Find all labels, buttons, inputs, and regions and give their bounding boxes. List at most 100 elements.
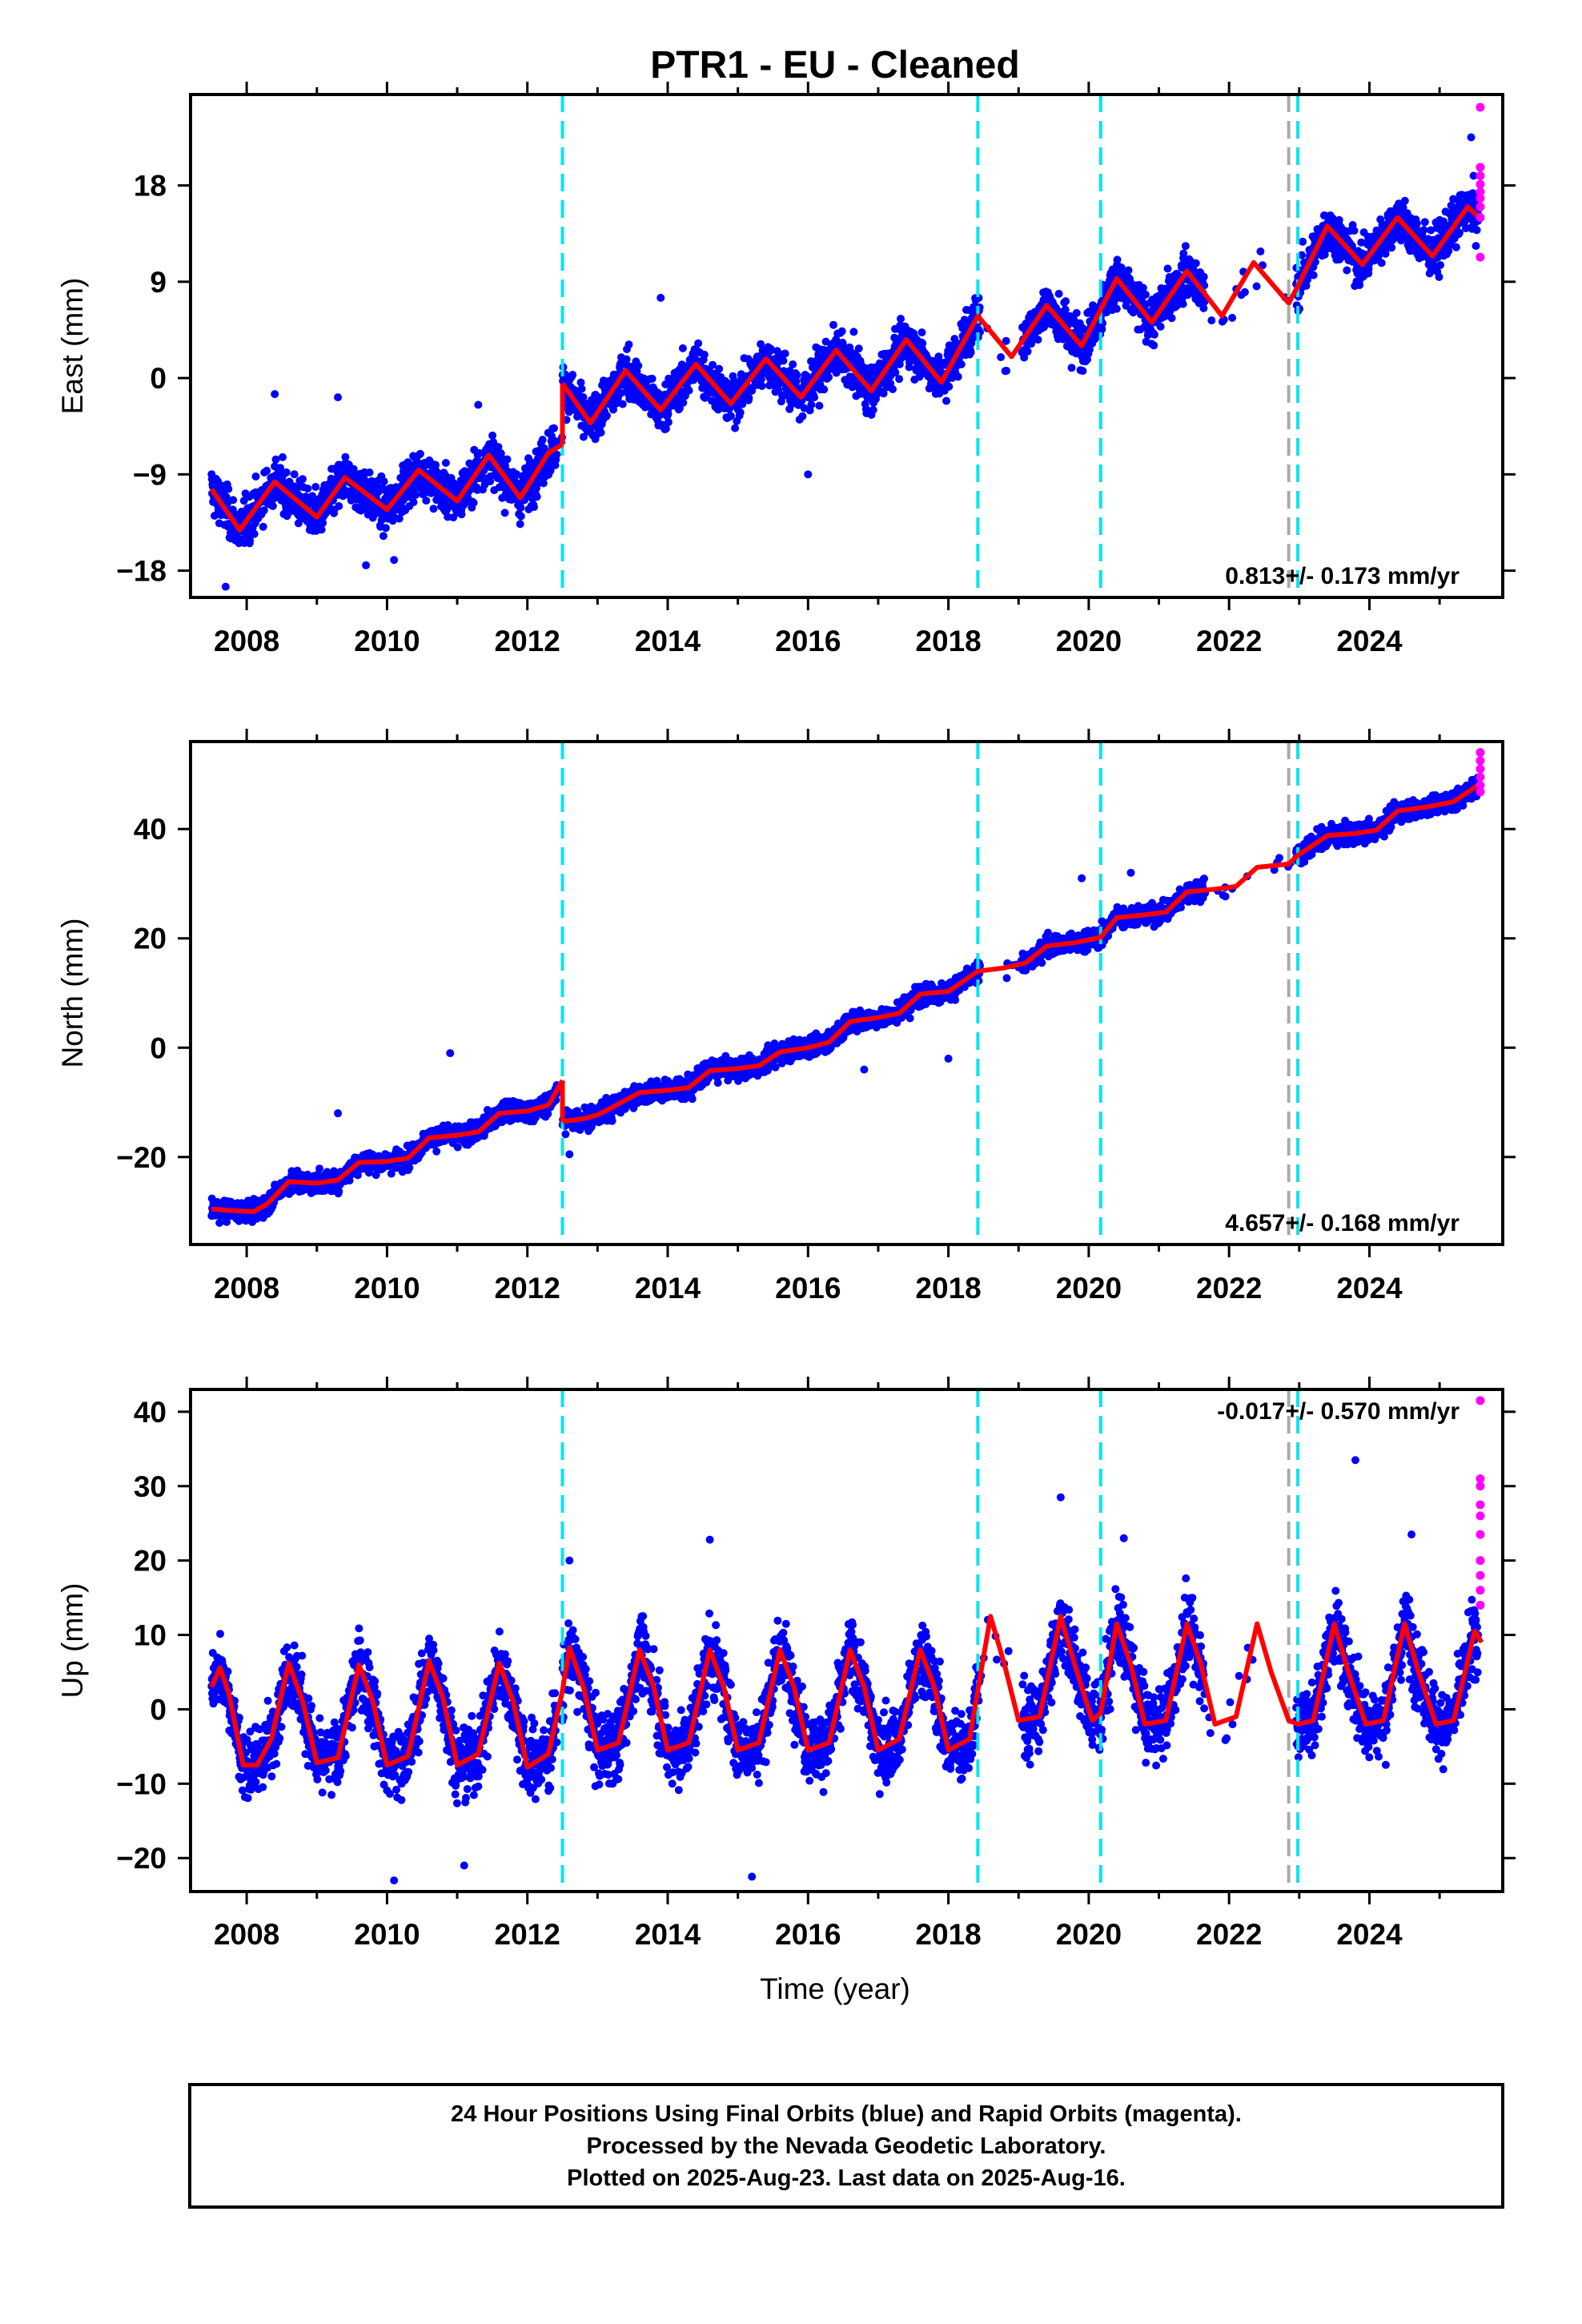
final-orbit-point [530, 503, 538, 512]
final-orbit-point [793, 371, 801, 380]
final-orbit-point [825, 373, 833, 381]
final-orbit-point [1112, 304, 1121, 313]
final-orbit-point [661, 424, 670, 433]
final-orbit-point [1023, 347, 1032, 356]
final-orbit-point [766, 344, 775, 353]
final-orbit-point [942, 396, 950, 405]
east-panel: 2008 2010 2012 2014 2016 2018 2020 2022 2024−18−… [56, 82, 1516, 657]
final-orbit-point [837, 327, 846, 336]
final-orbit-point [664, 410, 673, 418]
final-orbit-point [271, 455, 280, 464]
rapid-orbit-point [1476, 187, 1485, 197]
final-orbit-point [1412, 219, 1421, 228]
final-orbit-point [1240, 287, 1249, 296]
final-orbit-point [648, 374, 656, 383]
rapid-orbit-point [1476, 252, 1485, 262]
final-orbit-point [1002, 336, 1010, 345]
final-orbit-point [335, 502, 343, 510]
final-orbit-point [516, 503, 525, 512]
final-orbit-point [1256, 247, 1265, 255]
x-tick-label: 2022 [1196, 625, 1262, 657]
final-orbit-point [1199, 272, 1208, 281]
final-orbit-point [577, 384, 586, 393]
final-orbit-point [579, 393, 588, 401]
y-tick-label: −9 [133, 458, 167, 491]
rapid-orbit-point [1476, 213, 1485, 223]
y-tick-label: 0 [150, 362, 167, 395]
outlier-point [390, 556, 399, 565]
final-orbit-point [546, 466, 555, 475]
final-orbit-point [294, 519, 303, 528]
rapid-orbit-point [1476, 103, 1485, 112]
final-orbit-point [290, 470, 299, 479]
y-tick-label: −18 [116, 555, 167, 588]
final-orbit-point [1469, 171, 1478, 180]
final-orbit-point [387, 1169, 396, 1178]
final-orbit-point [251, 472, 260, 480]
final-orbit-point [869, 405, 877, 414]
final-orbit-point [317, 525, 326, 534]
final-orbit-point [1436, 261, 1444, 269]
model-fit-line [209, 442, 564, 533]
velocity-rate-label: 0.813+/- 0.173 mm/yr [1225, 563, 1460, 589]
final-orbit-point [618, 400, 627, 408]
final-orbit-point [1098, 325, 1106, 334]
final-orbit-point [441, 459, 450, 467]
north-panel: 2008 2010 2012 2014 2016 2018 2020 2022 2024−200… [56, 729, 1516, 1305]
final-orbit-point [1377, 259, 1386, 267]
outlier-point [362, 561, 371, 569]
final-orbit-point [432, 1147, 441, 1156]
final-orbit-point [895, 375, 904, 384]
final-orbit-point [624, 340, 633, 349]
final-orbit-point [576, 378, 585, 387]
final-orbit-point [679, 398, 688, 407]
final-orbit-point [1179, 249, 1188, 258]
final-orbit-point [224, 485, 233, 493]
final-orbit-point [341, 452, 350, 461]
final-orbit-point [1472, 242, 1480, 251]
final-orbit-point [798, 412, 807, 420]
final-orbit-point [416, 449, 424, 458]
final-orbit-point [453, 1143, 462, 1152]
final-orbit-point [810, 393, 819, 402]
y-axis-label: East (mm) [56, 278, 89, 415]
final-orbit-point [319, 518, 327, 527]
final-orbit-point [405, 1164, 414, 1172]
final-orbit-point [1061, 305, 1070, 314]
final-orbit-point [685, 386, 693, 395]
final-orbit-point [1117, 263, 1126, 272]
final-orbit-point [1150, 330, 1158, 339]
final-orbit-point [516, 512, 525, 521]
final-orbit-point [889, 385, 897, 393]
final-orbit-point [726, 412, 735, 420]
final-orbit-point [315, 1164, 323, 1173]
final-orbit-point [694, 339, 703, 348]
final-orbit-point [1228, 313, 1237, 322]
final-orbit-point [917, 328, 926, 337]
final-orbit-point [335, 1187, 343, 1196]
final-orbit-point [820, 385, 829, 394]
final-orbit-point [1167, 314, 1176, 323]
final-orbit-point [1435, 272, 1443, 281]
outlier-point [221, 582, 230, 591]
final-orbit-point [303, 485, 312, 493]
outlier-point [474, 400, 483, 409]
final-orbit-point [246, 536, 255, 545]
final-orbit-point [622, 355, 631, 364]
outlier-point [656, 293, 665, 302]
final-orbit-point [365, 468, 374, 476]
final-orbit-point [678, 344, 687, 352]
outlier-point [271, 390, 279, 399]
final-orbit-point [602, 412, 611, 420]
final-orbit-point [1444, 247, 1453, 255]
final-orbit-point [469, 498, 478, 507]
final-orbit-point [1054, 289, 1063, 298]
final-orbit-point [664, 418, 673, 427]
final-orbit-point [412, 491, 420, 500]
final-orbit-point [381, 524, 390, 533]
rapid-orbit-point [1476, 202, 1485, 211]
final-orbit-point [945, 382, 954, 391]
final-orbit-point [895, 360, 904, 368]
final-orbit-point [879, 389, 888, 398]
final-orbit-point [1320, 251, 1329, 259]
